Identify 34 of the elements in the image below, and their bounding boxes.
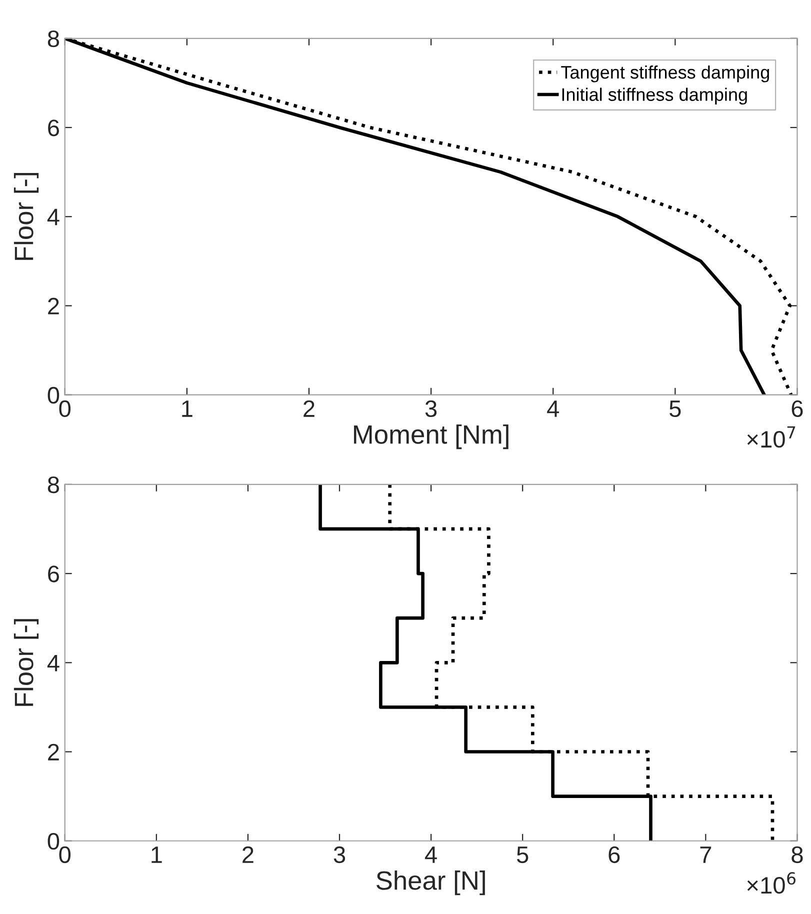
x-axis-title: Moment [Nm]	[354, 424, 508, 450]
text: ×10$^{6}$	[747, 872, 796, 894]
y-tick-label: 0	[48, 832, 60, 850]
x-tick-label: 3	[334, 846, 346, 864]
x-tick-label: 5	[516, 846, 528, 864]
x-tick-label: 4	[425, 846, 437, 863]
y-tick-label: 2	[48, 744, 59, 760]
x-tick-label: 4	[547, 400, 559, 417]
x-tick-label: 5	[670, 400, 681, 418]
y-tick-label: 4	[47, 208, 60, 226]
y-tick-label: 8	[48, 476, 59, 494]
x-tick-label: 1	[152, 846, 162, 863]
x-tick-label: 2	[242, 846, 254, 863]
y-tick-label: 6	[48, 120, 59, 136]
legend-label: Initial stiffness damping	[562, 88, 747, 105]
y-tick-label: 8	[48, 30, 59, 48]
x-tick-label: 8	[792, 846, 803, 864]
y-tick-label: 4	[47, 654, 60, 672]
legend-label: Tangent stiffness damping	[561, 65, 769, 82]
x-tick-label: 3	[425, 400, 437, 418]
text: ×10$^{7}$	[747, 426, 796, 448]
y-tick-label: 2	[48, 298, 59, 314]
x-tick-label: 0	[59, 846, 71, 864]
y-axis-title: Floor [-]	[14, 619, 39, 706]
y-tick-label: 6	[48, 566, 59, 582]
x-tick-label: 0	[59, 400, 71, 418]
x-tick-label: 1	[182, 400, 192, 417]
x-axis-title: Shear [N]	[376, 870, 485, 896]
x-tick-label: 7	[700, 846, 712, 863]
y-axis-title: Floor [-]	[14, 173, 39, 260]
y-tick-label: 0	[48, 386, 60, 404]
x-tick-label: 2	[304, 400, 314, 417]
x-tick-label: 6	[608, 846, 620, 864]
x-tick-label: 6	[792, 400, 803, 418]
